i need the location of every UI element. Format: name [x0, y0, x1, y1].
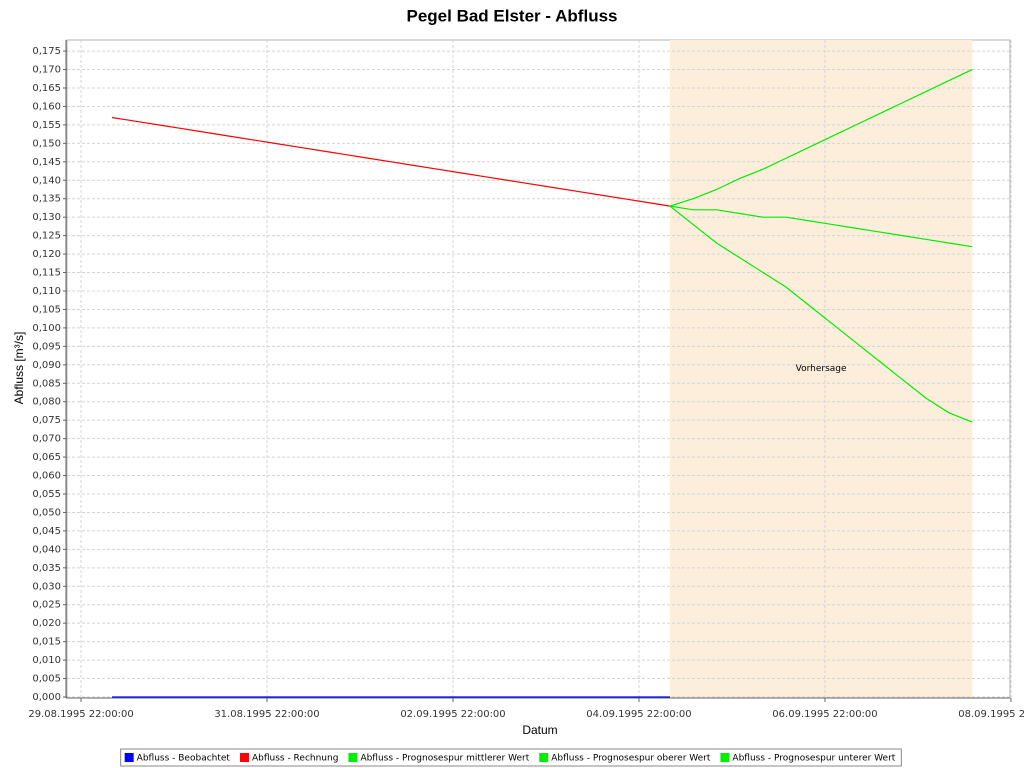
- y-tick-label: 0,105: [32, 304, 61, 315]
- y-tick-label: 0,085: [32, 378, 61, 389]
- y-tick-label: 0,015: [32, 637, 61, 648]
- y-tick-label: 0,050: [32, 507, 61, 518]
- y-tick-label: 0,005: [32, 674, 61, 685]
- y-tick-label: 0,030: [32, 581, 61, 592]
- y-tick-label: 0,010: [32, 655, 61, 666]
- legend-label: Abfluss - Prognosespur mittlerer Wert: [360, 754, 529, 764]
- legend-swatch: [239, 753, 249, 762]
- y-tick-label: 0,140: [32, 175, 61, 186]
- y-tick-label: 0,045: [32, 526, 61, 537]
- legend-swatch: [720, 753, 730, 762]
- legend: Abfluss - Beobachtet Abfluss - Rechnung Ab…: [120, 748, 902, 767]
- chart-title: Pegel Bad Elster - Abfluss: [407, 6, 618, 25]
- y-tick-label: 0,070: [32, 434, 61, 445]
- x-tick-label: 06.09.1995 22:00:00: [772, 709, 877, 720]
- series-line: [669, 205, 973, 248]
- legend-box: [120, 748, 902, 767]
- legend-label: Abfluss - Prognosespur oberer Wert: [551, 754, 711, 764]
- x-tick-label: 31.08.1995 22:00:00: [214, 709, 319, 720]
- y-tick-label: 0,125: [32, 231, 61, 242]
- y-tick-label: 0,150: [32, 138, 61, 149]
- x-tick-label: 08.09.1995 22:00:00: [958, 709, 1024, 720]
- legend-swatch: [124, 753, 134, 762]
- series-line: [669, 205, 973, 423]
- x-tick-label: 04.09.1995 22:00:00: [586, 709, 691, 720]
- legend-label: Abfluss - Prognosespur unterer Wert: [732, 754, 895, 764]
- y-tick-label: 0,100: [32, 323, 61, 334]
- x-tick-label: 02.09.1995 22:00:00: [400, 709, 505, 720]
- forecast-label: Vorhersage: [796, 364, 847, 374]
- y-tick-label: 0,060: [32, 471, 61, 482]
- series-line: [669, 68, 973, 207]
- y-tick-label: 0,110: [32, 286, 61, 297]
- series-line: [111, 116, 671, 207]
- y-tick-label: 0,075: [32, 415, 61, 426]
- x-tick-label: 29.08.1995 22:00:00: [28, 709, 133, 720]
- y-tick-label: 0,065: [32, 452, 61, 463]
- y-tick-label: 0,115: [32, 268, 61, 279]
- legend-swatch: [348, 753, 358, 762]
- legend-label: Abfluss - Beobachtet: [137, 754, 231, 764]
- y-tick-label: 0,025: [32, 600, 61, 611]
- y-tick-label: 0,175: [32, 46, 61, 57]
- legend-swatch: [539, 753, 549, 762]
- y-tick-label: 0,135: [32, 194, 61, 205]
- y-tick-label: 0,130: [32, 212, 61, 223]
- y-tick-label: 0,035: [32, 563, 61, 574]
- y-axis-label: Abfluss [m³/s]: [12, 332, 26, 405]
- y-tick-label: 0,055: [32, 489, 61, 500]
- y-tick-label: 0,170: [32, 65, 61, 76]
- y-tick-label: 0,155: [32, 120, 61, 131]
- y-tick-label: 0,000: [32, 692, 61, 703]
- y-tick-label: 0,120: [32, 249, 61, 260]
- legend-label: Abfluss - Rechnung: [252, 754, 338, 764]
- y-tick-label: 0,080: [32, 397, 61, 408]
- y-tick-label: 0,165: [32, 83, 61, 94]
- y-tick-label: 0,160: [32, 101, 61, 112]
- y-tick-label: 0,040: [32, 544, 61, 555]
- y-tick-label: 0,090: [32, 360, 61, 371]
- forecast-band: [669, 40, 973, 698]
- y-tick-label: 0,145: [32, 157, 61, 168]
- y-tick-label: 0,020: [32, 618, 61, 629]
- x-axis-label: Datum: [522, 723, 557, 737]
- y-tick-label: 0,095: [32, 341, 61, 352]
